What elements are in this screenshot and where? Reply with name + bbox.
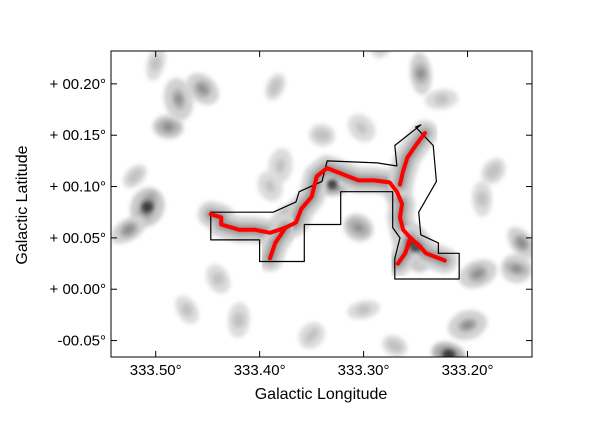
emission-core [142, 203, 153, 212]
x-tick-label: 333.40° [234, 362, 286, 379]
emission-peak [507, 227, 532, 260]
y-axis-title: Galactic Latitude [14, 145, 31, 264]
emission-peak [111, 215, 147, 244]
emission-peak [309, 124, 335, 147]
emission-peak [472, 181, 493, 217]
emission-peak [163, 78, 194, 121]
y-tick-label: + 00.20° [50, 76, 106, 93]
emission-peak [347, 300, 380, 320]
x-axis: 333.50° 333.40° 333.30° 333.20° [130, 51, 494, 379]
x-tick-label: 333.20° [442, 362, 494, 379]
emission-peak [382, 335, 408, 357]
skeleton-branch [268, 225, 288, 261]
emission-peak [122, 164, 147, 189]
region-outline-layer [210, 124, 460, 280]
emission-peak [425, 89, 459, 110]
emission-peak [458, 259, 498, 289]
emission-peak [152, 114, 184, 140]
emission-peak [145, 51, 166, 81]
emission-peak [257, 171, 283, 202]
emission-peak [298, 322, 325, 349]
filament-skeleton-layer [208, 131, 447, 266]
y-tick-label: + 00.05° [50, 230, 106, 247]
y-tick-label: + 00.15° [50, 127, 106, 144]
emission-peak [409, 52, 432, 95]
emission-core [327, 179, 338, 188]
y-axis: + 00.20° + 00.15° + 00.10° + 00.05° + 00.00°… [50, 76, 532, 350]
emission-peak [481, 157, 506, 185]
y-tick-label: + 00.00° [50, 281, 106, 298]
plot-frame [110, 50, 533, 358]
y-tick-label: + 00.10° [50, 179, 106, 196]
emission-peak [227, 302, 250, 338]
emission-core [443, 350, 454, 357]
emission-peak [186, 73, 219, 105]
emission-peak [343, 213, 374, 242]
x-tick-label: 333.30° [338, 362, 390, 379]
skeleton-branch [208, 166, 447, 263]
x-axis-title: Galactic Longitude [255, 386, 388, 403]
emission-peak [500, 254, 532, 284]
emission-peak [347, 114, 376, 142]
x-tick-label: 333.50° [130, 362, 182, 379]
emission-peak [175, 295, 199, 324]
y-tick-label: -00.05° [57, 333, 106, 350]
emission-peak [265, 73, 286, 101]
skeleton-branch [398, 131, 427, 187]
region-outline [210, 124, 460, 280]
emission-peak [205, 264, 231, 294]
skeleton-branch [395, 235, 413, 266]
emission-peak [448, 310, 488, 341]
